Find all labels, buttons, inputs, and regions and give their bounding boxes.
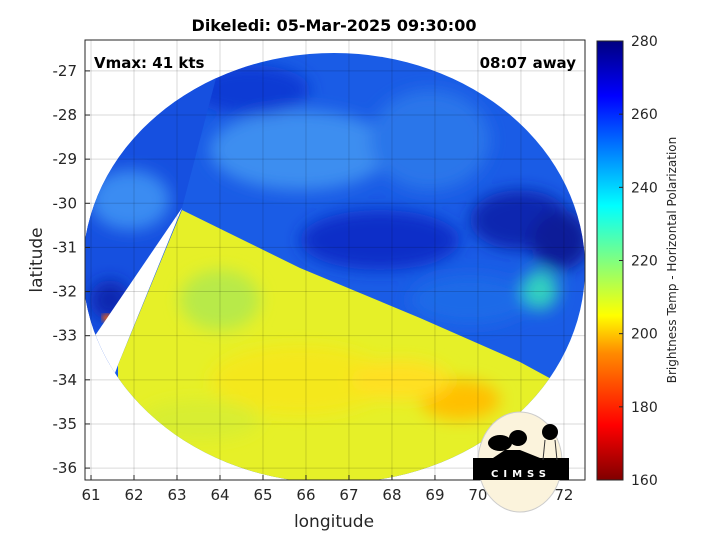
axis-ticks: 616263646566676869707172-27-28-29-30-31-… xyxy=(53,62,574,504)
logo-text: CIMSS xyxy=(491,469,551,480)
cimss-logo: CIMSS xyxy=(473,411,569,513)
x-tick-label: 69 xyxy=(425,486,444,504)
y-tick-label: -29 xyxy=(53,150,78,168)
axes-box xyxy=(84,39,586,481)
time-offset-annotation: 08:07 away xyxy=(480,54,577,72)
y-axis-label: latitude xyxy=(27,227,47,292)
y-tick-label: -33 xyxy=(53,327,78,345)
grid xyxy=(85,40,585,480)
colorbar xyxy=(596,40,624,481)
x-tick-label: 70 xyxy=(468,486,487,504)
x-tick-label: 65 xyxy=(253,486,272,504)
x-tick-label: 66 xyxy=(296,486,315,504)
colorbar-tick-label: 280 xyxy=(631,34,658,50)
y-tick-label: -30 xyxy=(53,194,78,212)
colorbar-tick-label: 260 xyxy=(631,107,658,123)
x-axis-label: longitude xyxy=(294,512,374,532)
colorbar-tick-label: 200 xyxy=(631,327,658,343)
y-tick-label: -34 xyxy=(53,371,78,389)
x-tick-label: 72 xyxy=(554,486,573,504)
colorbar-tick-label: 160 xyxy=(631,473,658,489)
y-tick-label: -27 xyxy=(53,62,78,80)
x-tick-label: 67 xyxy=(339,486,358,504)
chart-title: Dikeledi: 05-Mar-2025 09:30:00 xyxy=(192,16,477,35)
x-tick-label: 68 xyxy=(382,486,401,504)
x-tick-label: 63 xyxy=(167,486,186,504)
colorbar-tick-label: 240 xyxy=(631,180,658,196)
x-tick-label: 64 xyxy=(210,486,229,504)
colorbar-ticks: 160 180 200 220 240 260 280 xyxy=(619,34,658,489)
vmax-annotation: Vmax: 41 kts xyxy=(94,54,204,72)
colorbar-tick-label: 220 xyxy=(631,254,658,270)
y-tick-label: -36 xyxy=(53,459,78,477)
x-tick-label: 61 xyxy=(81,486,100,504)
colorbar-tick-label: 180 xyxy=(631,400,658,416)
colorbar-label: Brightness Temp - Horizontal Polarizatio… xyxy=(665,137,679,384)
y-tick-label: -31 xyxy=(53,238,78,256)
x-tick-label: 62 xyxy=(124,486,143,504)
y-tick-label: -32 xyxy=(53,283,78,301)
y-tick-label: -28 xyxy=(53,106,78,124)
y-tick-label: -35 xyxy=(53,415,78,433)
